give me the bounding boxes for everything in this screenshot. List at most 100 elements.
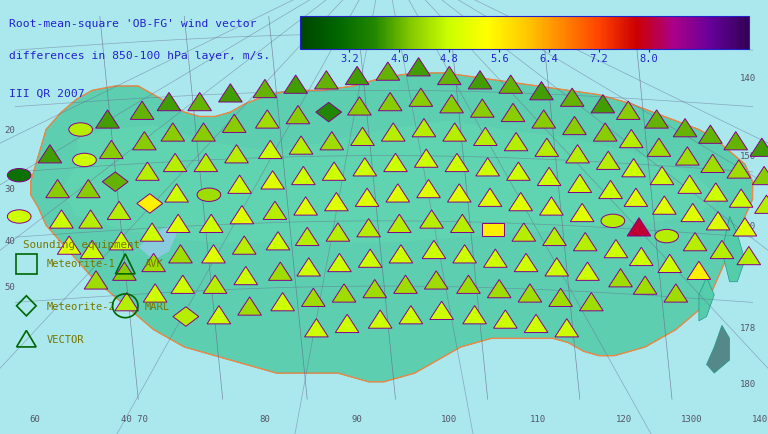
Polygon shape [568, 175, 591, 193]
Polygon shape [634, 276, 657, 295]
Polygon shape [144, 284, 167, 302]
Polygon shape [225, 145, 248, 164]
Polygon shape [699, 278, 714, 321]
Polygon shape [223, 115, 246, 133]
Polygon shape [755, 196, 768, 214]
Polygon shape [363, 280, 386, 298]
Polygon shape [271, 293, 294, 311]
Polygon shape [61, 122, 722, 243]
Text: 110: 110 [530, 414, 545, 423]
Text: MARL: MARL [145, 301, 170, 311]
Polygon shape [674, 119, 697, 138]
Polygon shape [737, 247, 760, 265]
Polygon shape [207, 306, 230, 324]
Polygon shape [543, 228, 566, 246]
Polygon shape [627, 218, 650, 237]
Polygon shape [440, 95, 463, 114]
Polygon shape [131, 102, 154, 120]
Polygon shape [707, 212, 730, 230]
Polygon shape [645, 111, 668, 129]
Polygon shape [290, 137, 313, 155]
Circle shape [655, 230, 678, 243]
Polygon shape [518, 284, 541, 302]
Text: 178: 178 [740, 323, 756, 332]
Polygon shape [438, 67, 461, 85]
Polygon shape [133, 132, 156, 151]
Polygon shape [188, 93, 211, 112]
Polygon shape [647, 139, 670, 157]
Polygon shape [507, 163, 530, 181]
Polygon shape [202, 245, 225, 263]
Polygon shape [630, 248, 653, 266]
Polygon shape [509, 193, 532, 211]
Polygon shape [609, 269, 632, 287]
Polygon shape [540, 197, 563, 216]
Polygon shape [353, 158, 376, 177]
Polygon shape [653, 197, 676, 215]
Polygon shape [323, 163, 346, 181]
Polygon shape [468, 72, 492, 90]
Polygon shape [286, 106, 310, 125]
Polygon shape [471, 100, 494, 118]
Text: 180: 180 [740, 380, 756, 388]
Polygon shape [563, 117, 586, 135]
Polygon shape [386, 184, 409, 203]
Polygon shape [457, 276, 480, 294]
Polygon shape [701, 155, 724, 173]
Text: 140: 140 [740, 74, 756, 82]
Polygon shape [591, 95, 614, 114]
Text: 20: 20 [5, 126, 15, 135]
Polygon shape [219, 85, 242, 103]
Polygon shape [253, 80, 276, 99]
Polygon shape [359, 250, 382, 268]
Polygon shape [31, 74, 753, 382]
Polygon shape [100, 141, 123, 159]
Text: 160: 160 [740, 221, 756, 230]
Text: 30: 30 [5, 184, 15, 193]
Polygon shape [204, 276, 227, 294]
Polygon shape [102, 173, 128, 192]
Polygon shape [259, 141, 282, 159]
Polygon shape [141, 224, 164, 242]
Text: Root-mean-square 'OB-FG' wind vector: Root-mean-square 'OB-FG' wind vector [9, 19, 257, 29]
Polygon shape [348, 98, 371, 116]
Polygon shape [478, 189, 502, 207]
Polygon shape [77, 180, 100, 198]
Polygon shape [658, 255, 681, 273]
Text: Meteorite-2: Meteorite-2 [47, 301, 116, 311]
Polygon shape [484, 250, 507, 268]
Polygon shape [228, 176, 251, 194]
Polygon shape [650, 167, 674, 185]
Polygon shape [238, 297, 261, 316]
Polygon shape [549, 289, 572, 307]
Polygon shape [384, 154, 407, 172]
Polygon shape [84, 271, 108, 289]
Polygon shape [81, 241, 104, 259]
Polygon shape [599, 181, 622, 199]
Polygon shape [561, 89, 584, 107]
Polygon shape [294, 197, 317, 216]
Text: Meteorite-1: Meteorite-1 [47, 258, 116, 268]
Polygon shape [574, 233, 597, 251]
Polygon shape [499, 76, 522, 94]
Polygon shape [297, 258, 320, 276]
Polygon shape [724, 132, 747, 151]
Text: 40 70: 40 70 [121, 414, 147, 423]
Polygon shape [664, 284, 687, 302]
Polygon shape [730, 190, 753, 208]
Polygon shape [494, 310, 517, 329]
Polygon shape [594, 124, 617, 142]
Polygon shape [169, 245, 192, 263]
Polygon shape [722, 217, 745, 282]
Polygon shape [710, 241, 733, 259]
Polygon shape [545, 258, 568, 276]
Polygon shape [417, 180, 440, 198]
Polygon shape [750, 139, 768, 157]
Polygon shape [530, 82, 553, 101]
Circle shape [8, 210, 31, 224]
Text: 100: 100 [442, 414, 457, 423]
Polygon shape [707, 326, 730, 373]
Polygon shape [108, 202, 131, 220]
Text: 1300: 1300 [680, 414, 702, 423]
Polygon shape [425, 271, 448, 289]
